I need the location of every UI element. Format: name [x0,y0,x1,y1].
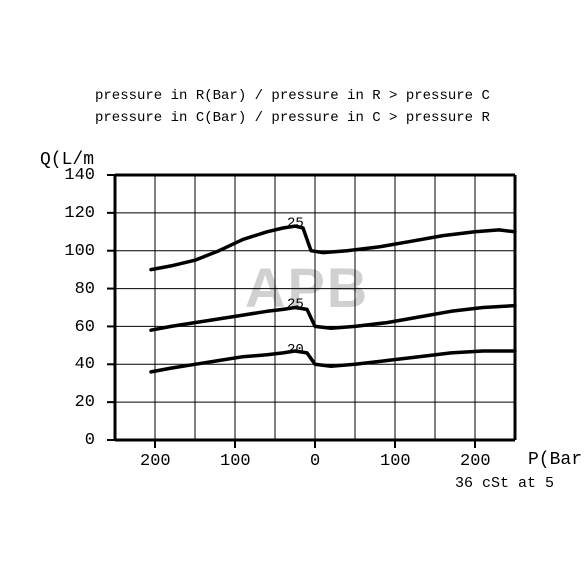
curve-bot [151,351,515,372]
series-label: 20 [287,342,304,358]
curve-top [151,226,515,270]
flow-pressure-chart: 25 25 20 [0,0,588,588]
series-label: 25 [287,215,304,231]
series-label: 25 [287,297,304,313]
